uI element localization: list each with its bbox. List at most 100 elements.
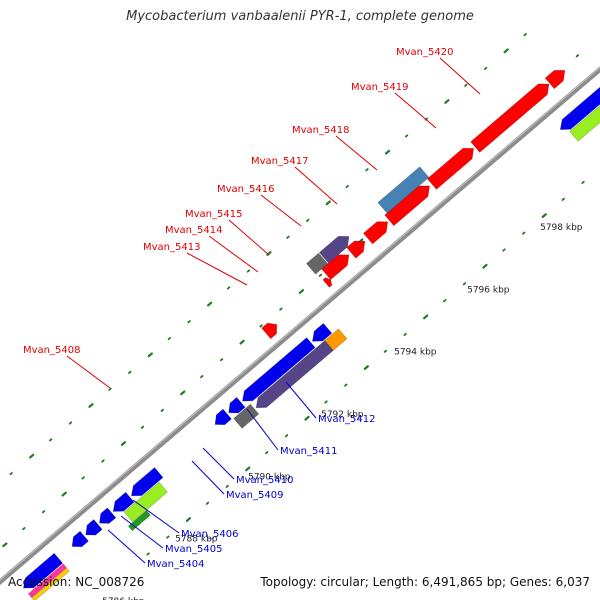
tick-mark	[41, 510, 46, 514]
gene-arrow-mvan-5415	[346, 240, 366, 259]
tick-mark	[384, 149, 391, 155]
gene-arrow-blue	[131, 467, 164, 497]
tick-mark	[318, 273, 323, 277]
tick-mark	[363, 365, 369, 370]
tick-mark	[279, 307, 283, 311]
tick-mark	[298, 289, 305, 294]
tick-mark	[423, 314, 429, 320]
tick-mark	[68, 421, 73, 425]
gene-box-lime-right	[569, 105, 600, 142]
tick-mark	[286, 235, 290, 239]
gene-arrow-mvan-5406	[112, 491, 135, 512]
callout-line	[107, 529, 146, 564]
scale-label: 5794 kbp	[394, 348, 437, 358]
gene-arrow-mvan-5414	[321, 254, 350, 281]
scale-label: 5790 kbp	[248, 472, 291, 482]
tick-mark	[403, 332, 407, 336]
callout-line	[132, 499, 180, 534]
tick-mark	[160, 408, 164, 412]
tick-mark	[581, 180, 585, 185]
gene-box-lime	[123, 481, 168, 523]
gene-label-mvan-5414: Mvan_5414	[165, 225, 222, 236]
gene-label-mvan-5411: Mvan_5411	[280, 446, 337, 457]
gene-box-gray	[233, 403, 260, 429]
genome-backbone	[0, 66, 600, 586]
tick-mark	[523, 33, 527, 37]
tick-mark	[561, 197, 565, 201]
tick-mark	[483, 66, 488, 70]
tick-mark	[61, 491, 67, 497]
callout-line	[260, 194, 302, 227]
tick-mark	[108, 387, 112, 391]
gene-arrow-mvan-5419	[470, 83, 550, 153]
genome-backbone-highlight	[0, 66, 600, 581]
callout-line	[202, 447, 235, 480]
tick-mark	[575, 54, 580, 58]
tick-mark	[81, 476, 85, 480]
gene-arrow-mvan-5416	[363, 221, 389, 245]
tick-mark	[365, 168, 369, 172]
callout-line	[246, 408, 279, 451]
gene-arrow-mvan-5413	[322, 277, 333, 288]
tick-mark	[22, 527, 26, 531]
gene-label-mvan-5406: Mvan_5406	[181, 529, 238, 540]
tick-mark	[146, 552, 150, 556]
gene-label-mvan-5405: Mvan_5405	[165, 544, 222, 555]
gene-arrow-small	[312, 322, 333, 342]
accession-text: Accession: NC_008726	[8, 575, 145, 589]
callout-line	[186, 252, 248, 286]
gene-box-orange	[324, 328, 348, 351]
gene-arrow-small	[214, 408, 232, 426]
gene-arrow-mvan-5405	[71, 530, 89, 548]
gene-arrow-small	[85, 519, 103, 536]
gene-arrow-mvan-5418	[426, 147, 475, 190]
tick-mark	[325, 200, 331, 206]
gene-arrow-small	[228, 396, 246, 414]
gene-strip-pink	[27, 563, 67, 599]
gene-label-mvan-5409: Mvan_5409	[226, 490, 283, 501]
tick-mark	[383, 349, 388, 353]
tick-mark	[185, 517, 192, 522]
tick-mark	[503, 48, 509, 54]
tick-mark	[284, 434, 289, 438]
gene-arrow-mvan-5411	[255, 340, 334, 409]
gene-arrow-mvan-5417	[384, 185, 430, 227]
gene-label-mvan-5418: Mvan_5418	[292, 125, 349, 136]
tick-mark	[443, 299, 447, 303]
gene-label-mvan-5419: Mvan_5419	[351, 82, 408, 93]
gene-label-mvan-5420: Mvan_5420	[396, 47, 453, 58]
scale-label: 5788 kbp	[175, 535, 218, 545]
gene-label-mvan-5417: Mvan_5417	[251, 156, 308, 167]
gene-label-mvan-5412: Mvan_5412	[318, 414, 375, 425]
tick-mark	[482, 263, 488, 269]
callout-line	[191, 460, 225, 495]
tick-mark	[49, 438, 53, 442]
gene-label-mvan-5413: Mvan_5413	[143, 242, 200, 253]
gene-arrow-mvan-5408	[261, 322, 278, 340]
scale-label: 5798 kbp	[540, 223, 583, 233]
tick-mark	[245, 466, 251, 472]
tick-mark	[464, 83, 468, 87]
tick-mark	[541, 213, 547, 218]
gene-arrow-mvan-5420	[544, 69, 566, 90]
tick-mark	[219, 358, 224, 362]
tick-mark	[522, 231, 526, 235]
callout-line	[294, 166, 338, 205]
tick-mark	[180, 390, 186, 396]
tick-mark	[101, 459, 105, 463]
gene-label-mvan-5408: Mvan_5408	[23, 345, 80, 356]
callout-line	[394, 92, 437, 129]
tick-mark	[226, 286, 231, 290]
genome-summary-text: Topology: circular; Length: 6,491,865 bp…	[260, 575, 590, 589]
gene-label-mvan-5415: Mvan_5415	[185, 209, 242, 220]
callout-line	[66, 355, 111, 389]
tick-mark	[502, 248, 506, 252]
gene-arrow-purple	[318, 235, 350, 264]
gene-label-mvan-5410: Mvan_5410	[236, 475, 293, 486]
tick-mark	[140, 425, 145, 429]
callout-line	[285, 381, 317, 419]
tick-mark	[239, 339, 245, 345]
scale-label: 5796 kbp	[467, 285, 510, 295]
tick-mark	[88, 403, 94, 408]
